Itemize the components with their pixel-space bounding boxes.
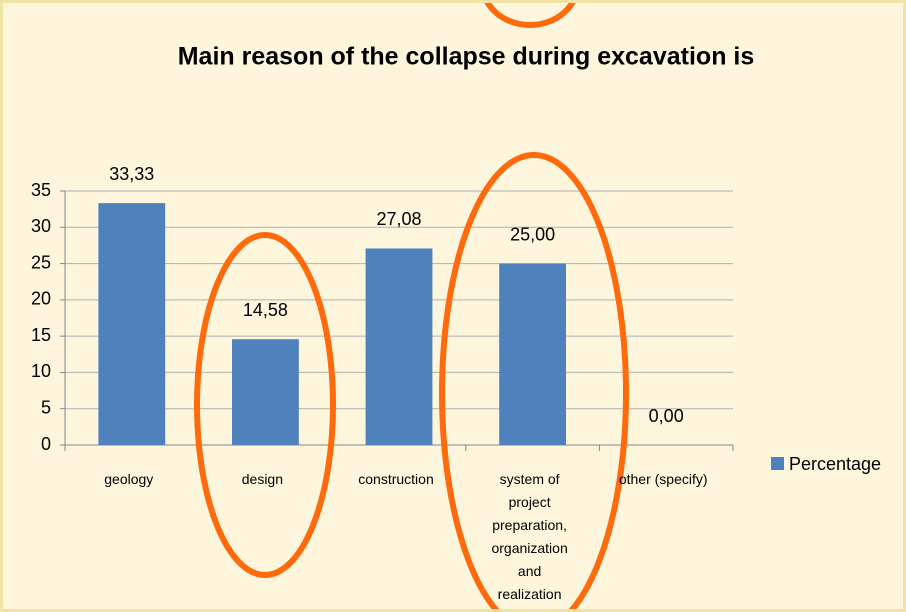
y-tick-label: 15 — [31, 325, 51, 345]
x-tick-label: other (specify) — [618, 471, 708, 487]
chart-title: Main reason of the collapse during excav… — [178, 43, 755, 71]
chart: Main reason of the collapse during excav… — [31, 3, 881, 609]
bar — [365, 248, 433, 445]
bar — [499, 263, 566, 445]
x-tick-label: construction — [358, 471, 434, 487]
x-tick-label: system of project preparation, organizat… — [491, 471, 568, 602]
y-tick-label: 35 — [31, 180, 51, 200]
bar — [232, 339, 299, 445]
annotation-ellipse — [439, 152, 629, 609]
annotation-ellipse — [484, 3, 576, 28]
data-label: 0,00 — [649, 406, 684, 426]
annotation-ellipse — [194, 232, 336, 578]
x-tick-label: geology — [104, 471, 154, 487]
data-label: 27,08 — [376, 209, 421, 229]
y-tick-label: 30 — [31, 216, 51, 236]
y-tick-label: 5 — [41, 397, 51, 417]
y-tick-label: 20 — [31, 289, 51, 309]
data-label: 25,00 — [510, 224, 555, 244]
x-tick-label: design — [241, 471, 284, 487]
y-tick-label: 0 — [41, 434, 51, 454]
data-label: 14,58 — [243, 300, 288, 320]
legend-swatch — [771, 457, 784, 470]
bar — [98, 203, 166, 445]
legend-label: Percentage — [789, 454, 881, 474]
y-tick-label: 25 — [31, 252, 51, 272]
data-label: 33,33 — [109, 164, 154, 184]
y-tick-label: 10 — [31, 361, 51, 381]
